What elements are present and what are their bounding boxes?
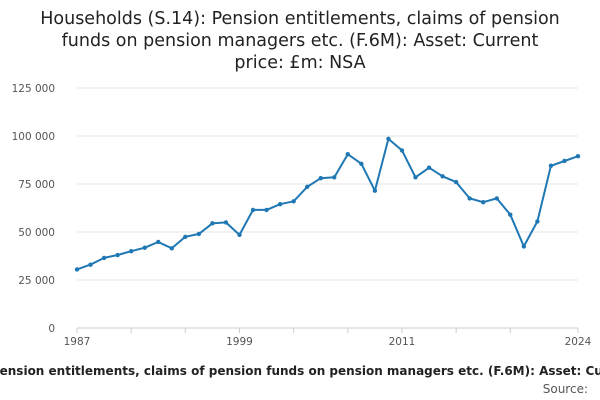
- data-point: [548, 163, 554, 168]
- chart-title-line-1: Households (S.14): Pension entitlements,…: [40, 9, 560, 29]
- chart-title-line-3: price: £m: NSA: [234, 53, 365, 73]
- data-point: [156, 239, 161, 245]
- data-point: [521, 244, 527, 249]
- data-point: [210, 221, 215, 226]
- data-point: [332, 175, 337, 180]
- data-point: [128, 249, 134, 254]
- data-point: [345, 152, 351, 157]
- data-point: [481, 200, 486, 205]
- data-point: [386, 136, 391, 142]
- data-points: [74, 136, 581, 272]
- data-point: [250, 207, 256, 213]
- data-point: [467, 196, 472, 201]
- data-point: [372, 188, 378, 193]
- x-tick-label: 1999: [226, 336, 253, 348]
- gridlines: [77, 87, 578, 281]
- data-point: [237, 232, 242, 238]
- data-point: [101, 255, 107, 261]
- y-tick-label: 0: [48, 323, 55, 335]
- y-tick-label: 100 000: [12, 131, 55, 143]
- y-tick-label: 75 000: [18, 179, 55, 191]
- data-point: [264, 207, 269, 213]
- data-point: [196, 231, 202, 237]
- data-point: [535, 219, 540, 224]
- data-point: [115, 252, 120, 258]
- y-axis-ticks: 0 25 000 50 000 75 000 100 000 125 000: [12, 83, 55, 335]
- data-point: [304, 184, 310, 190]
- data-point: [413, 175, 418, 180]
- chart-title-line-2: funds on pension managers etc. (F.6M): A…: [62, 31, 539, 51]
- x-tick-label: 2024: [565, 336, 592, 348]
- source-label: Source:: [543, 382, 588, 396]
- data-point: [142, 245, 147, 250]
- x-axis-ticks: 1987 1999 2011 2024: [64, 328, 592, 348]
- data-point: [74, 267, 80, 272]
- data-point: [183, 234, 188, 239]
- chart-title: Households (S.14): Pension entitlements,…: [40, 9, 560, 73]
- y-tick-label: 125 000: [12, 83, 55, 95]
- data-point: [318, 176, 323, 181]
- x-tick-label: 2011: [389, 336, 416, 348]
- series-line: [76, 137, 579, 271]
- data-point: [494, 196, 499, 201]
- x-tick-label: 1987: [64, 336, 91, 348]
- y-tick-label: 25 000: [18, 275, 55, 287]
- data-point: [562, 158, 567, 164]
- data-point: [440, 174, 445, 179]
- data-point: [169, 246, 174, 251]
- data-point: [575, 153, 581, 159]
- data-point: [399, 148, 405, 153]
- data-point: [88, 262, 93, 267]
- data-point: [426, 165, 432, 170]
- data-point: [508, 212, 513, 217]
- data-point: [223, 220, 229, 225]
- x-axis-label: Households (S.14): Pension entitlements,…: [0, 364, 600, 378]
- data-point: [277, 201, 283, 207]
- y-tick-label: 50 000: [18, 227, 55, 239]
- data-point: [453, 179, 459, 185]
- data-point: [359, 161, 364, 167]
- data-point: [291, 199, 296, 204]
